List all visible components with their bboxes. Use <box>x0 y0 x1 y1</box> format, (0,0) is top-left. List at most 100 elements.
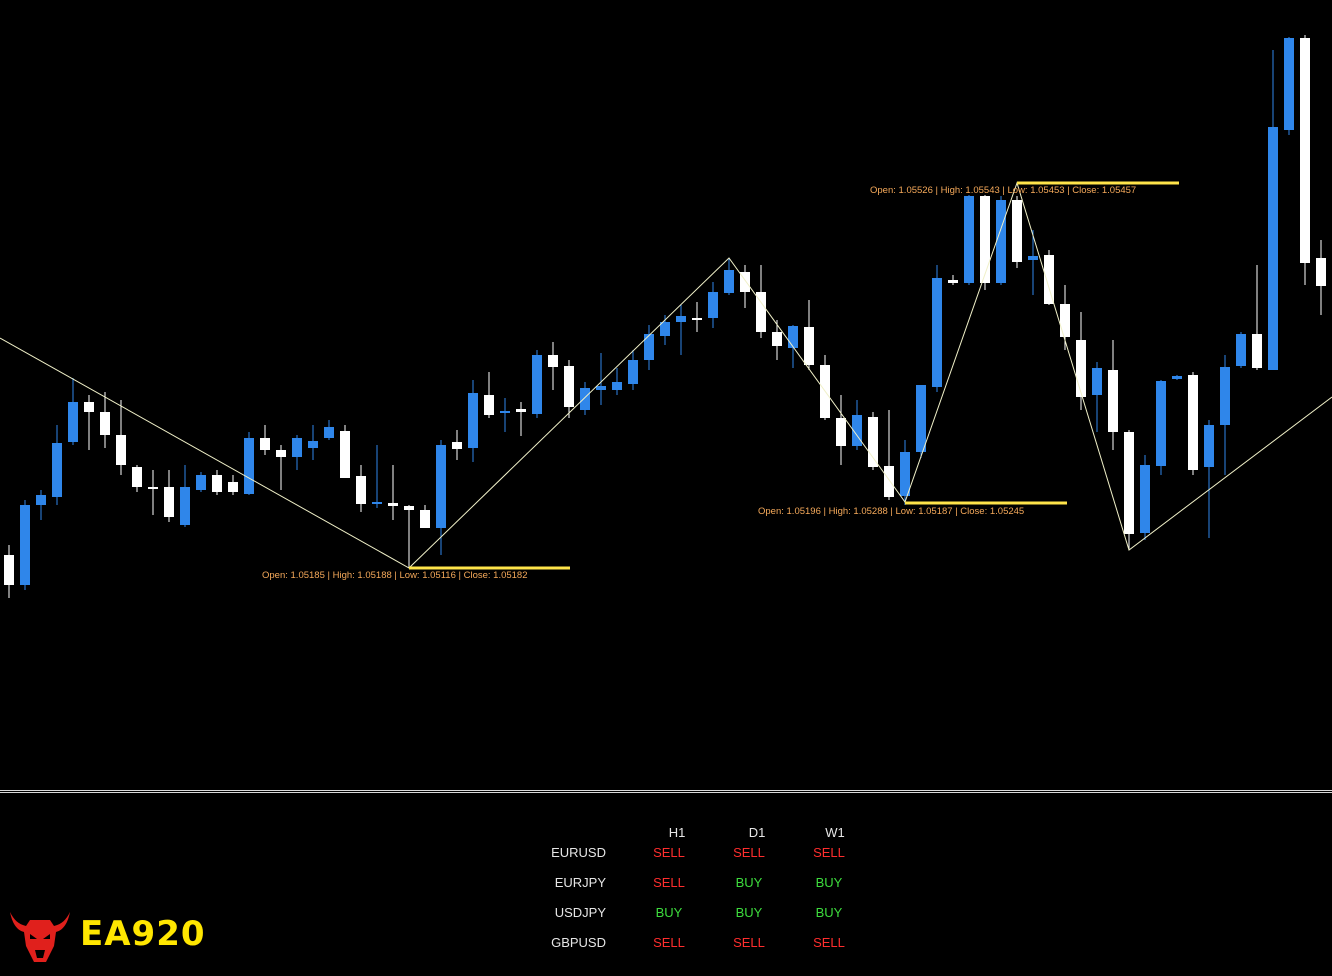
ohlc-annotation-2: Open: 1.05196 | High: 1.05288 | Low: 1.0… <box>758 506 1025 517</box>
bull-candle <box>676 316 686 322</box>
bull-candle <box>788 326 798 348</box>
bull-candle <box>644 334 654 360</box>
signal-cell: SELL <box>733 935 765 950</box>
bear-candle <box>1012 200 1022 262</box>
bear-candle <box>404 506 414 510</box>
bull-candle <box>1172 376 1182 379</box>
signal-cell: BUY <box>735 905 763 920</box>
bull-candle <box>660 322 670 336</box>
bear-candle <box>1108 370 1118 432</box>
bull-candle <box>1028 256 1038 260</box>
bear-candle <box>948 280 958 283</box>
bull-candle <box>20 505 30 585</box>
bull-candle <box>996 200 1006 283</box>
bull-candle <box>468 393 478 448</box>
bear-candle <box>1060 304 1070 337</box>
timeframe-header-w1: W1 <box>825 825 845 840</box>
timeframe-header-h1: H1 <box>668 825 686 840</box>
bear-candle <box>548 355 558 367</box>
bull-candle <box>68 402 78 442</box>
bear-candle <box>356 476 366 504</box>
bear-candle <box>212 475 222 492</box>
bull-candle <box>964 196 974 283</box>
signal-cell: BUY <box>815 905 843 920</box>
bull-candle <box>932 278 942 387</box>
bull-candle <box>708 292 718 318</box>
candlestick-chart <box>0 35 1332 598</box>
bull-candle <box>372 502 382 504</box>
bear-candle <box>1076 340 1086 397</box>
bull-candle <box>324 427 334 438</box>
bull-candle <box>596 386 606 390</box>
bull-candle <box>436 445 446 528</box>
bull-candle <box>308 441 318 448</box>
bull-candle <box>612 382 622 390</box>
bull-head-icon <box>10 912 70 962</box>
bear-candle <box>228 482 238 492</box>
bear-candle <box>1316 258 1326 286</box>
bull-candle <box>532 355 542 414</box>
bear-candle <box>84 402 94 412</box>
logo-text: EA920 <box>80 914 206 954</box>
panel-divider[interactable] <box>0 790 1332 793</box>
bear-candle <box>772 332 782 346</box>
bull-candle <box>244 438 254 494</box>
bear-candle <box>148 487 158 489</box>
bull-candle <box>1284 38 1294 130</box>
bear-candle <box>420 510 430 528</box>
bear-candle <box>340 431 350 478</box>
bear-candle <box>884 466 894 497</box>
symbol-label: EURJPY <box>554 875 606 890</box>
signal-cell: BUY <box>735 875 763 890</box>
bear-candle <box>452 442 462 449</box>
signal-cell: BUY <box>655 905 683 920</box>
bull-candle <box>180 487 190 525</box>
bull-candle <box>852 415 862 446</box>
bull-candle <box>52 443 62 497</box>
signal-cell: SELL <box>733 845 765 860</box>
ohlc-annotation-3: Open: 1.05526 | High: 1.05543 | Low: 1.0… <box>870 185 1137 196</box>
bull-candle <box>500 411 510 413</box>
bear-candle <box>756 292 766 332</box>
ohlc-annotation-1: Open: 1.05185 | High: 1.05188 | Low: 1.0… <box>262 570 528 581</box>
signal-cell: SELL <box>653 875 685 890</box>
bear-candle <box>100 412 110 435</box>
bear-candle <box>692 318 702 320</box>
bear-candle <box>836 418 846 446</box>
signal-cell: BUY <box>815 875 843 890</box>
bull-candle <box>916 385 926 452</box>
signal-cell: SELL <box>653 935 685 950</box>
bear-candle <box>868 417 878 467</box>
brand-logo: EA920 <box>8 906 228 968</box>
bear-candle <box>484 395 494 415</box>
bear-candle <box>1044 255 1054 304</box>
bull-candle <box>196 475 206 490</box>
symbol-label: USDJPY <box>554 905 606 920</box>
bull-candle <box>628 360 638 384</box>
bull-candle <box>724 270 734 293</box>
bear-candle <box>564 366 574 407</box>
bull-candle <box>900 452 910 496</box>
bear-candle <box>1188 375 1198 470</box>
bull-candle <box>1236 334 1246 366</box>
symbol-label: EURUSD <box>551 845 606 860</box>
bull-candle <box>1156 381 1166 466</box>
bear-candle <box>980 196 990 283</box>
bear-candle <box>116 435 126 465</box>
price-chart[interactable]: Open: 1.05185 | High: 1.05188 | Low: 1.0… <box>0 0 1332 790</box>
bear-candle <box>1300 38 1310 263</box>
bull-candle <box>580 388 590 410</box>
bear-candle <box>164 487 174 517</box>
bear-candle <box>1124 432 1134 534</box>
bull-candle <box>1204 425 1214 467</box>
bear-candle <box>388 503 398 506</box>
symbol-label: GBPUSD <box>551 935 606 950</box>
bull-candle <box>1268 127 1278 370</box>
bear-candle <box>260 438 270 450</box>
bear-candle <box>132 467 142 487</box>
bull-candle <box>1220 367 1230 425</box>
timeframe-header-d1: D1 <box>748 825 766 840</box>
bear-candle <box>740 272 750 292</box>
signal-cell: SELL <box>813 845 845 860</box>
bear-candle <box>4 555 14 585</box>
